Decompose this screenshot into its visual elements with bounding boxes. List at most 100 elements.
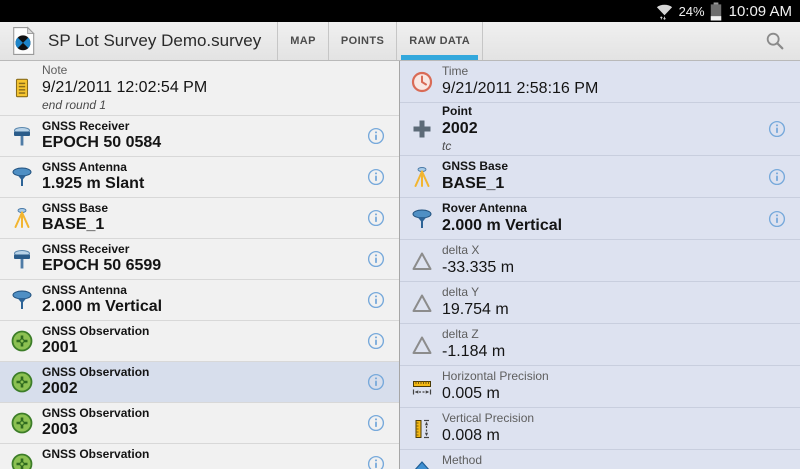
raw-data-row[interactable]: GNSS Observation xyxy=(0,444,399,469)
raw-data-row[interactable]: Point 2002 tc xyxy=(400,103,800,156)
tab-raw-data-label: RAW DATA xyxy=(409,35,471,47)
battery-icon xyxy=(710,1,722,21)
raw-data-row[interactable]: GNSS Observation 2002 xyxy=(0,362,399,403)
row-label: GNSS Observation xyxy=(42,446,150,461)
raw-data-row[interactable]: GNSS Receiver EPOCH 50 6599 xyxy=(0,239,399,280)
active-tab-underline xyxy=(401,55,479,60)
info-icon[interactable] xyxy=(367,168,385,186)
row-text: Time 9/21/2011 2:58:16 PM xyxy=(442,64,792,99)
info-icon[interactable] xyxy=(367,250,385,268)
row-label: GNSS Antenna xyxy=(42,159,127,174)
tab-points[interactable]: POINTS xyxy=(327,22,396,60)
status-bar: 24% 10:09 AM xyxy=(0,0,800,22)
gnss-observation-icon xyxy=(9,329,35,353)
raw-data-row[interactable]: GNSS Base BASE_1 xyxy=(0,198,399,239)
row-value: 9/21/2011 12:02:54 PM xyxy=(42,79,208,96)
row-value: 2.000 m Vertical xyxy=(42,298,163,316)
row-text: delta Z -1.184 m xyxy=(442,327,792,362)
raw-data-row[interactable]: Horizontal Precision 0.005 m xyxy=(400,366,800,408)
row-text: Point 2002 tc xyxy=(442,104,762,153)
info-icon[interactable] xyxy=(367,332,385,350)
row-label: GNSS Antenna xyxy=(42,282,127,297)
row-value: 2002 xyxy=(442,120,478,137)
raw-data-row[interactable]: Method xyxy=(400,450,800,469)
info-icon[interactable] xyxy=(367,455,385,469)
row-value: -33.335 m xyxy=(442,258,515,276)
gnss-antenna-icon xyxy=(9,288,35,312)
raw-data-row[interactable]: delta Y 19.754 m xyxy=(400,282,800,324)
info-icon[interactable] xyxy=(367,291,385,309)
row-label: delta X xyxy=(442,243,480,258)
gnss-observation-icon xyxy=(9,411,35,435)
raw-data-row[interactable]: Vertical Precision 0.008 m xyxy=(400,408,800,450)
gnss-observation-icon xyxy=(9,452,35,469)
row-label: GNSS Receiver xyxy=(42,118,130,133)
raw-data-list[interactable]: Note 9/21/2011 12:02:54 PM end round 1 GNSS… xyxy=(0,61,400,469)
raw-data-row[interactable]: Note 9/21/2011 12:02:54 PM end round 1 xyxy=(0,61,399,116)
row-text: delta X -33.335 m xyxy=(442,243,792,278)
delta-icon xyxy=(409,333,435,357)
method-icon xyxy=(409,459,435,469)
row-value: BASE_1 xyxy=(42,216,105,234)
row-text: GNSS Antenna 1.925 m Slant xyxy=(42,160,361,195)
raw-data-row[interactable]: GNSS Base BASE_1 xyxy=(400,156,800,198)
row-text: Horizontal Precision 0.005 m xyxy=(442,369,792,404)
raw-data-row[interactable]: GNSS Receiver EPOCH 50 0584 xyxy=(0,116,399,157)
row-text: GNSS Antenna 2.000 m Vertical xyxy=(42,283,361,318)
info-icon[interactable] xyxy=(768,210,786,228)
raw-data-row[interactable]: delta Z -1.184 m xyxy=(400,324,800,366)
raw-data-row[interactable]: Rover Antenna 2.000 m Vertical xyxy=(400,198,800,240)
row-text: GNSS Receiver EPOCH 50 0584 xyxy=(42,119,361,154)
info-icon[interactable] xyxy=(768,120,786,138)
info-icon[interactable] xyxy=(367,209,385,227)
status-clock: 10:09 AM xyxy=(728,2,792,20)
row-label: GNSS Base xyxy=(42,200,109,215)
row-value: 2003 xyxy=(42,421,78,439)
row-value: BASE_1 xyxy=(442,174,505,192)
battery-percent: 24% xyxy=(678,3,705,19)
tab-map[interactable]: MAP xyxy=(277,22,328,60)
gnss-observation-icon xyxy=(9,370,35,394)
row-label: GNSS Observation xyxy=(42,405,150,420)
row-value: 2001 xyxy=(42,339,78,357)
row-value: 19.754 m xyxy=(442,300,509,318)
row-value xyxy=(42,461,361,469)
record-detail-list[interactable]: Time 9/21/2011 2:58:16 PM Point 2002 tc GNSS … xyxy=(400,61,800,469)
raw-data-row[interactable]: delta X -33.335 m xyxy=(400,240,800,282)
row-label: Horizontal Precision xyxy=(442,369,549,384)
info-icon[interactable] xyxy=(367,414,385,432)
row-label: GNSS Receiver xyxy=(42,241,130,256)
search-icon[interactable] xyxy=(764,30,786,52)
row-value: 2.000 m Vertical xyxy=(442,216,563,234)
row-text: Method xyxy=(442,453,792,469)
row-text: GNSS Base BASE_1 xyxy=(42,201,361,236)
raw-data-row[interactable]: GNSS Observation 2003 xyxy=(0,403,399,444)
row-label: delta Z xyxy=(442,327,479,342)
raw-data-row[interactable]: Time 9/21/2011 2:58:16 PM xyxy=(400,61,800,103)
horizontal-precision-icon xyxy=(409,375,435,399)
info-icon[interactable] xyxy=(768,168,786,186)
content: Note 9/21/2011 12:02:54 PM end round 1 GNSS… xyxy=(0,61,800,469)
raw-data-row[interactable]: GNSS Antenna 1.925 m Slant xyxy=(0,157,399,198)
rover-antenna-icon xyxy=(409,207,435,231)
row-label: Vertical Precision xyxy=(442,411,535,426)
app-icon xyxy=(10,26,36,56)
row-annotation: tc xyxy=(442,139,452,153)
raw-data-row[interactable]: GNSS Antenna 2.000 m Vertical xyxy=(0,280,399,321)
row-text: GNSS Observation 2001 xyxy=(42,324,361,359)
tab-raw-data[interactable]: RAW DATA xyxy=(396,22,482,60)
wifi-icon xyxy=(655,2,674,21)
info-icon[interactable] xyxy=(367,127,385,145)
info-icon[interactable] xyxy=(367,373,385,391)
row-label: Point xyxy=(442,104,472,119)
row-value: 0.008 m xyxy=(442,426,500,444)
row-value: EPOCH 50 6599 xyxy=(42,257,162,275)
raw-data-row[interactable]: GNSS Observation 2001 xyxy=(0,321,399,362)
gnss-base-icon xyxy=(9,206,35,230)
row-text: GNSS Observation 2003 xyxy=(42,406,361,441)
row-text: GNSS Observation xyxy=(42,447,361,469)
row-text: GNSS Observation 2002 xyxy=(42,365,361,400)
row-text: Note 9/21/2011 12:02:54 PM end round 1 xyxy=(42,63,391,112)
row-text: Rover Antenna 2.000 m Vertical xyxy=(442,201,762,236)
